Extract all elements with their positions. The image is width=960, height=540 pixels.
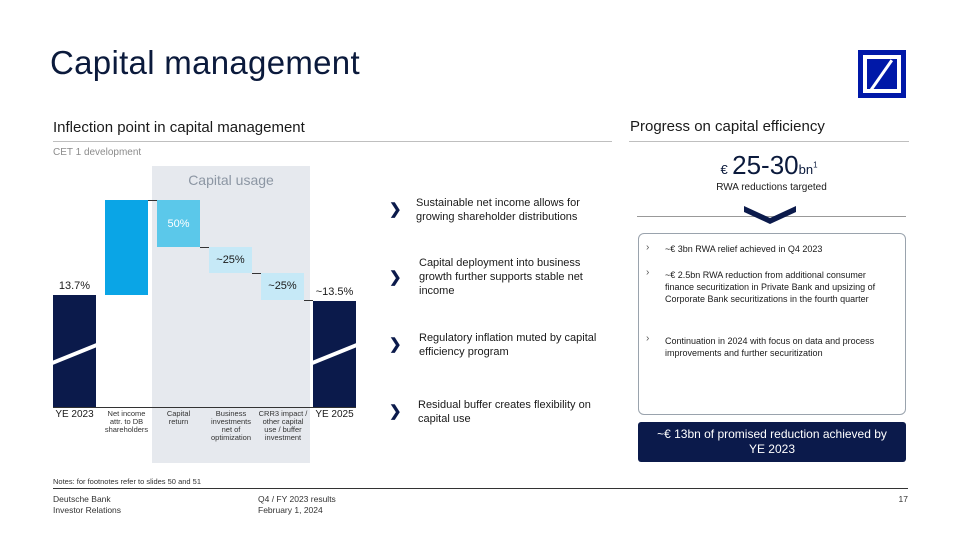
big-unit: bn xyxy=(798,162,814,177)
chevron-down-icon xyxy=(744,206,796,224)
bar-net-income xyxy=(105,200,148,295)
bullet-text: Regulatory inflation muted by capital ef… xyxy=(419,332,597,358)
promised-reduction-banner: ~€ 13bn of promised reduction achieved b… xyxy=(638,422,906,462)
right-section-rule xyxy=(629,141,909,142)
chevron-right-icon: › xyxy=(646,333,650,344)
bar-crr3-impact xyxy=(261,273,304,300)
category-label: Net income attr. to DB shareholders xyxy=(104,409,149,434)
efficiency-box xyxy=(638,233,906,415)
bullet-text: Residual buffer creates flexibility on c… xyxy=(418,399,591,425)
box-item: ~€ 3bn RWA relief achieved in Q4 2023 xyxy=(665,244,823,254)
bar-business-investments xyxy=(209,247,252,273)
right-divider xyxy=(637,216,906,217)
bullet-text: Sustainable net income allows for growin… xyxy=(416,197,580,223)
value-label: ~25% xyxy=(216,254,245,266)
value-label: ~25% xyxy=(268,280,297,292)
connector-line xyxy=(252,273,261,274)
capital-usage-label: Capital usage xyxy=(188,172,274,188)
page-title: Capital management xyxy=(50,44,360,81)
page-number: 17 xyxy=(898,494,908,504)
left-section-heading: Inflection point in capital management xyxy=(53,119,305,136)
category-label: YE 2023 xyxy=(55,409,94,420)
deutsche-bank-logo xyxy=(858,50,906,98)
value-label: 50% xyxy=(167,218,190,230)
footer-company: Deutsche Bank Investor Relations xyxy=(53,494,121,516)
box-item: ~€ 2.5bn RWA reduction from additional c… xyxy=(665,270,876,304)
footer-dept: Investor Relations xyxy=(53,505,122,515)
chart-baseline xyxy=(53,407,356,408)
chevron-right-icon: ❯ xyxy=(389,403,402,420)
connector-line xyxy=(304,300,313,301)
connector-line xyxy=(200,247,209,248)
footer-report: Q4 / FY 2023 results February 1, 2024 xyxy=(258,494,336,516)
chart-subheading: CET 1 development xyxy=(53,147,142,158)
big-caption: RWA reductions targeted xyxy=(716,182,827,193)
footer-date: February 1, 2024 xyxy=(258,505,323,515)
category-label: YE 2025 xyxy=(315,409,354,420)
footer-rule xyxy=(53,488,908,489)
footer-company-name: Deutsche Bank xyxy=(53,494,111,504)
connector-line xyxy=(148,200,157,201)
chevron-right-icon: › xyxy=(646,242,650,253)
big-figure: € 25-30bn1 xyxy=(629,150,909,181)
left-section-rule xyxy=(53,141,612,142)
value-label: 13.7% xyxy=(58,280,91,292)
chevron-right-icon: ❯ xyxy=(389,336,402,353)
bar-capital-return xyxy=(157,200,200,247)
big-value: 25-30 xyxy=(732,150,799,180)
footer-report-name: Q4 / FY 2023 results xyxy=(258,494,336,504)
category-label: Business investments net of optimization xyxy=(210,409,252,442)
box-item: Continuation in 2024 with focus on data … xyxy=(665,336,875,358)
big-currency: € xyxy=(720,162,728,177)
bullet-text: Capital deployment into business growth … xyxy=(419,257,583,297)
chevron-right-icon: ❯ xyxy=(389,201,402,218)
right-section-heading: Progress on capital efficiency xyxy=(630,118,825,135)
chevron-right-icon: ❯ xyxy=(389,269,402,286)
chevron-right-icon: › xyxy=(646,267,650,278)
notes: Notes: for footnotes refer to slides 50 … xyxy=(53,477,202,486)
category-label: Capital return xyxy=(166,409,191,426)
big-footnote: 1 xyxy=(813,160,818,170)
category-label: CRR3 impact / other capital use / buffer… xyxy=(258,409,308,442)
value-label: ~13.5% xyxy=(315,286,354,298)
